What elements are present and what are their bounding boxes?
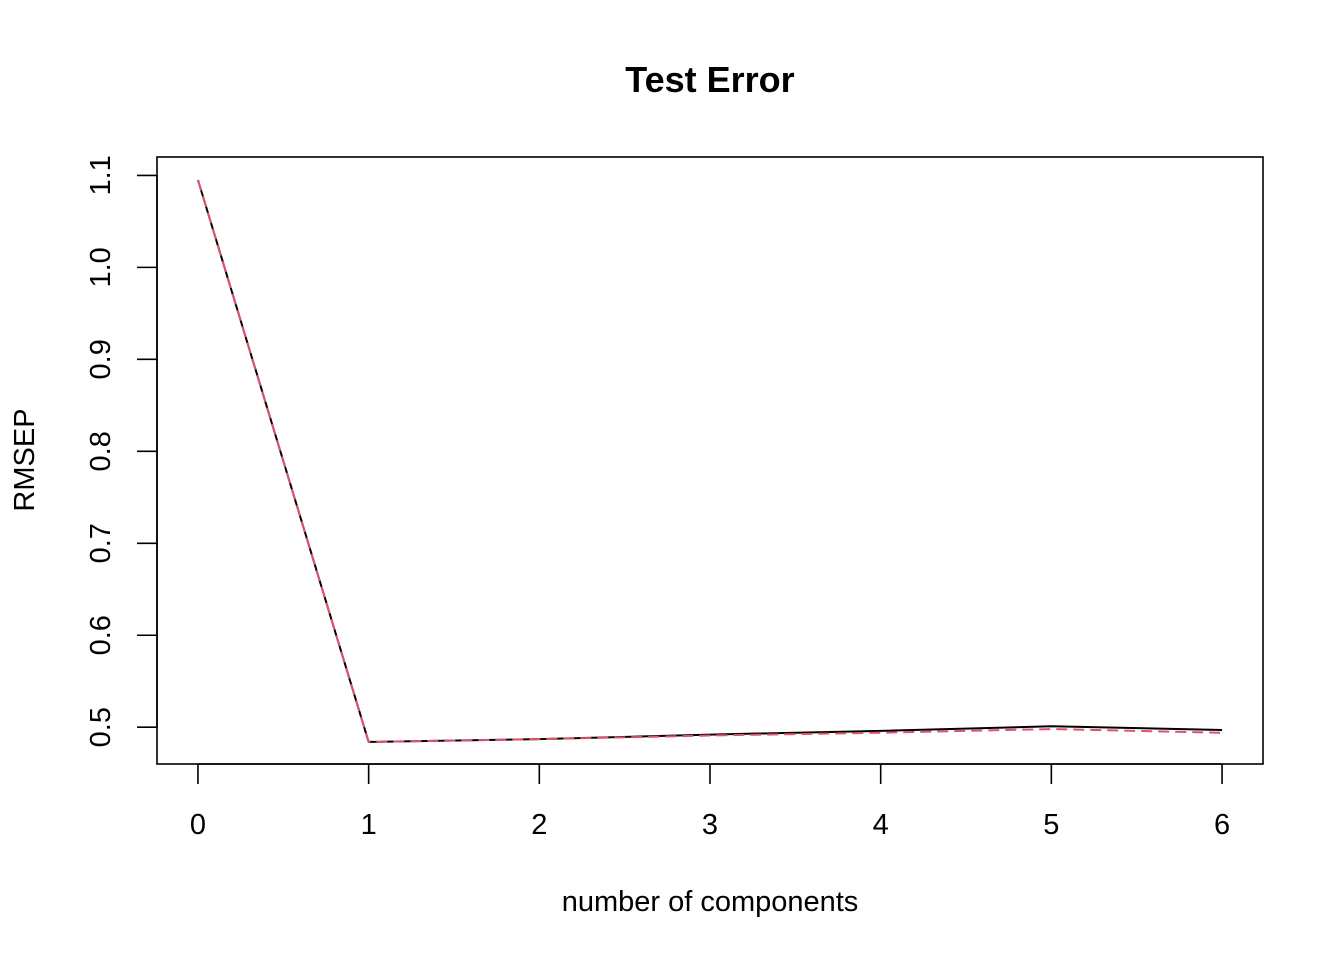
- x-tick-label: 2: [531, 809, 547, 841]
- chart-title: Test Error: [625, 59, 794, 100]
- y-axis: 0.5 0.6 0.7 0.8 0.9 1.0 1.1: [85, 155, 158, 747]
- y-tick-label: 0.6: [85, 615, 117, 655]
- series-layer: [197, 179, 1223, 743]
- x-tick-label: 5: [1043, 809, 1059, 841]
- y-tick-label: 0.7: [85, 523, 117, 563]
- y-tick-label: 0.5: [85, 707, 117, 747]
- x-axis-label: number of components: [562, 886, 859, 918]
- series-line-1: [197, 179, 1223, 743]
- y-tick-label: 1.0: [85, 247, 117, 287]
- x-tick-label: 1: [361, 809, 377, 841]
- y-axis-label: RMSEP: [9, 408, 41, 511]
- x-tick-label: 6: [1214, 809, 1230, 841]
- series-line-2: [197, 179, 1223, 743]
- x-tick-label: 4: [873, 809, 889, 841]
- y-tick-label: 0.8: [85, 431, 117, 471]
- y-tick-label: 0.9: [85, 339, 117, 379]
- plot-frame: [156, 156, 1264, 765]
- y-tick-label: 1.1: [85, 155, 117, 195]
- x-tick-label: 0: [190, 809, 206, 841]
- x-tick-label: 3: [702, 809, 718, 841]
- x-axis: 0 1 2 3 4 5 6: [190, 763, 1230, 841]
